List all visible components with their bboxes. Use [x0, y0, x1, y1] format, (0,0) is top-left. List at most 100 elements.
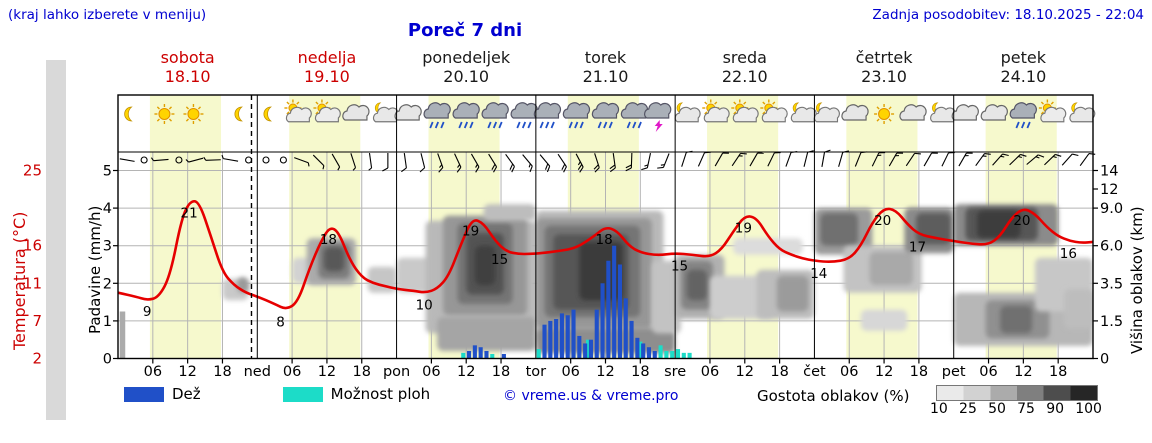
- cloud-tick: 12: [1100, 182, 1118, 198]
- rain-bar: [652, 350, 657, 359]
- temp-value-label: 20: [874, 213, 891, 229]
- sun-cloud-icon: [760, 99, 788, 123]
- day-date: 22.10: [721, 67, 768, 86]
- cloud-tick: 9.0: [1100, 201, 1123, 217]
- last-update: Zadnja posodobitev: 18.10.2025 - 22:04: [872, 7, 1144, 23]
- precip-bars: [119, 245, 692, 359]
- cloud-icon: [951, 104, 979, 121]
- wind-barb-icon: [175, 156, 183, 164]
- day-date: 21.10: [582, 67, 629, 86]
- rain-icon: [591, 102, 620, 129]
- wind-barb-icon: [185, 157, 204, 163]
- wind-barbs: [119, 149, 1096, 173]
- wind-barb-icon: [958, 152, 973, 167]
- wind-barb-icon: [350, 153, 357, 171]
- time-tick: 06: [283, 364, 301, 380]
- wind-barb-icon: [419, 153, 426, 173]
- day-header-tor: torek 21.10: [541, 48, 671, 86]
- rain-bar: [635, 337, 640, 359]
- wind-barb-icon: [505, 154, 515, 173]
- precip-tick: 5: [103, 164, 112, 180]
- rain-bar: [600, 283, 605, 359]
- shower-bar: [461, 352, 466, 359]
- temp-value-label: 8: [276, 315, 285, 331]
- time-tick: 18: [213, 364, 231, 380]
- wind-barb-icon: [923, 152, 938, 167]
- wind-barb-icon: [437, 153, 444, 173]
- rain-bar: [565, 315, 570, 359]
- wind-barb-icon: [992, 153, 1009, 166]
- wind-barb-icon: [871, 151, 886, 167]
- rain-bar: [646, 347, 652, 359]
- wind-barb-icon: [331, 153, 341, 171]
- sun-cloud-icon: [284, 99, 312, 123]
- day-name: četrtek: [855, 48, 913, 67]
- time-tick: 18: [353, 364, 371, 380]
- shower-bar: [670, 350, 675, 359]
- wind-barb-icon: [557, 153, 567, 173]
- temp-value-label: 10: [416, 298, 433, 314]
- temp-value-label: 19: [462, 223, 479, 239]
- wind-barb-icon: [731, 152, 747, 167]
- cloud-blob: [860, 309, 908, 331]
- day-date: 19.10: [304, 67, 350, 86]
- wind-barb-icon: [625, 152, 633, 172]
- cloud-blob: [976, 210, 1021, 239]
- wind-barb-icon: [1079, 152, 1096, 166]
- time-tick: 18: [631, 364, 649, 380]
- rain-icon: [481, 102, 509, 129]
- day-abbr-tick: ned: [244, 364, 271, 380]
- wind-barb-icon: [262, 156, 270, 164]
- temp-value-label: 15: [491, 252, 508, 268]
- shower-bar: [585, 339, 591, 359]
- cloud-blob: [579, 241, 623, 301]
- wind-barb-icon: [609, 152, 616, 173]
- cloud-tick: 0: [1100, 352, 1109, 368]
- moon-cloud-icon: [1069, 102, 1096, 123]
- cloud-layers: [222, 204, 1093, 354]
- wind-barb-icon: [368, 152, 373, 171]
- day-header-sob: sobota 18.10: [123, 48, 253, 86]
- cloud-blob: [651, 260, 681, 334]
- time-tick: 06: [840, 364, 858, 380]
- time-tick: 18: [1049, 364, 1067, 380]
- day-date: 20.10: [443, 67, 490, 86]
- wind-barb-icon: [941, 151, 955, 167]
- cloud-icon: [342, 104, 370, 121]
- precip-tick: 1: [103, 314, 112, 330]
- cloud-blob: [820, 213, 858, 246]
- time-tick: 12: [457, 364, 475, 380]
- time-tick: 12: [1014, 364, 1032, 380]
- rain-bar: [478, 347, 483, 359]
- wind-barb-icon: [1061, 153, 1079, 166]
- moon-icon: [124, 106, 133, 122]
- day-abbr-tick: pon: [383, 364, 410, 380]
- wind-barb-icon: [888, 152, 904, 167]
- time-tick: 12: [736, 364, 754, 380]
- moon-icon: [234, 106, 244, 122]
- credit-link[interactable]: © vreme.us & vreme.pro: [503, 388, 679, 404]
- rain-icon: [423, 102, 451, 129]
- showers-legend-label: Možnost ploh: [330, 385, 431, 403]
- rain-icon: [452, 102, 480, 129]
- rain-bar: [583, 343, 588, 359]
- wind-barb-icon: [1009, 153, 1027, 166]
- temp-tick: 16: [23, 237, 42, 255]
- shower-bar: [536, 349, 541, 359]
- day-abbr-tick: pet: [942, 364, 966, 380]
- rain-bar: [623, 298, 628, 359]
- precip-tick: 4: [103, 201, 112, 217]
- location-hint: (kraj lahko izberete v meniju): [8, 7, 207, 23]
- sun-cloud-icon: [702, 99, 730, 123]
- density-tick: 50: [988, 401, 1006, 417]
- moon-icon: [263, 106, 273, 122]
- temp-value-label: 21: [181, 206, 198, 222]
- cloud-tick: 14: [1100, 164, 1118, 180]
- rain-bar: [554, 319, 559, 359]
- temp-value-label: 19: [735, 221, 752, 237]
- shower-bar: [681, 352, 686, 359]
- wind-barb-icon: [1026, 154, 1045, 165]
- weather-icons: [124, 99, 1096, 132]
- wind-barb-icon: [975, 152, 991, 166]
- time-tick: 06: [979, 364, 997, 380]
